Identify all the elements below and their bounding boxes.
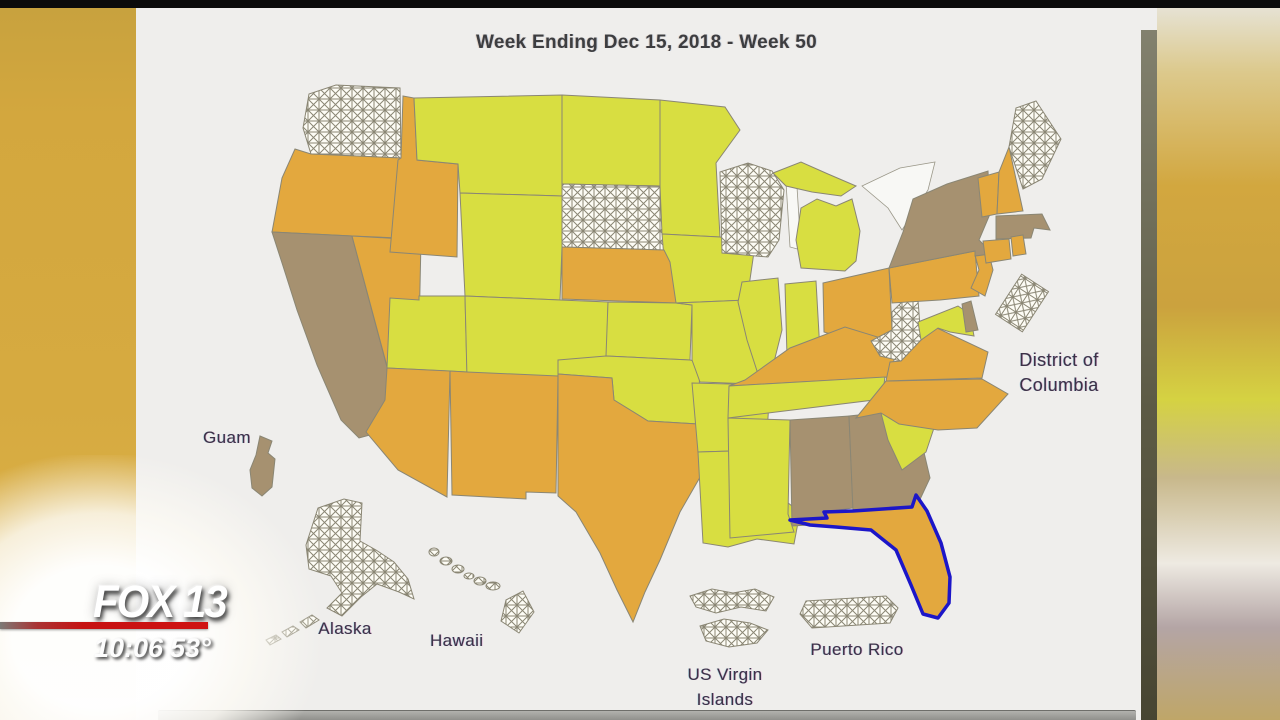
map-title: Week Ending Dec 15, 2018 - Week 50	[475, 32, 818, 53]
label-district-of-columbia-line1: District of	[1019, 350, 1099, 370]
state-florida[interactable]	[788, 493, 952, 620]
state-maryland[interactable]	[917, 305, 975, 341]
territory-us-virgin-islands[interactable]	[689, 588, 775, 648]
state-connecticut[interactable]	[982, 238, 1012, 264]
state-utah[interactable]	[386, 295, 468, 373]
territory-hawaii[interactable]	[428, 547, 535, 634]
logo-red-bar	[0, 622, 208, 629]
state-maine[interactable]	[1008, 100, 1062, 190]
state-kansas[interactable]	[605, 301, 693, 361]
clock: 10:06	[94, 633, 164, 663]
label-us-virgin-islands: US Virgin Islands	[655, 662, 795, 712]
vertical-scrollbar[interactable]	[1141, 30, 1157, 720]
state-alabama[interactable]	[789, 415, 854, 527]
label-us-virgin-islands-line1: US Virgin	[687, 665, 763, 684]
station-logo: FOX 13	[93, 576, 228, 627]
state-washington[interactable]	[302, 84, 402, 159]
territory-district-of-columbia[interactable]	[994, 273, 1050, 333]
state-nebraska[interactable]	[561, 246, 677, 304]
state-delaware[interactable]	[961, 300, 979, 333]
state-wisconsin[interactable]	[719, 162, 785, 258]
horizontal-scrollbar[interactable]	[158, 710, 1136, 720]
state-rhode-island[interactable]	[1010, 234, 1027, 257]
territory-puerto-rico[interactable]	[799, 595, 899, 629]
state-new-mexico[interactable]	[449, 370, 559, 500]
state-vermont[interactable]	[977, 171, 1000, 218]
state-south-dakota[interactable]	[561, 183, 665, 251]
state-massachusetts[interactable]	[995, 213, 1051, 240]
label-hawaii: Hawaii	[430, 631, 484, 650]
label-alaska: Alaska	[318, 619, 372, 638]
state-texas[interactable]	[557, 373, 704, 624]
top-letterbox-bar	[0, 0, 1280, 8]
state-new-hampshire[interactable]	[996, 145, 1024, 215]
label-district-of-columbia-line2: Columbia	[1019, 375, 1099, 395]
state-wyoming[interactable]	[459, 192, 563, 301]
state-mississippi[interactable]	[727, 417, 795, 539]
state-north-dakota[interactable]	[561, 94, 661, 187]
label-us-virgin-islands-line2: Islands	[696, 690, 754, 709]
label-guam: Guam	[203, 428, 251, 447]
label-district-of-columbia: District of Columbia	[995, 348, 1123, 398]
state-oregon[interactable]	[271, 148, 402, 239]
right-background-graphics	[1157, 8, 1280, 720]
state-ohio[interactable]	[822, 267, 893, 342]
state-michigan[interactable]	[795, 198, 861, 272]
lake-huron-erie	[861, 161, 936, 231]
state-michigan-up[interactable]	[772, 161, 858, 197]
state-minnesota[interactable]	[659, 99, 741, 238]
label-puerto-rico: Puerto Rico	[810, 640, 904, 659]
temperature: 53°	[170, 633, 211, 663]
